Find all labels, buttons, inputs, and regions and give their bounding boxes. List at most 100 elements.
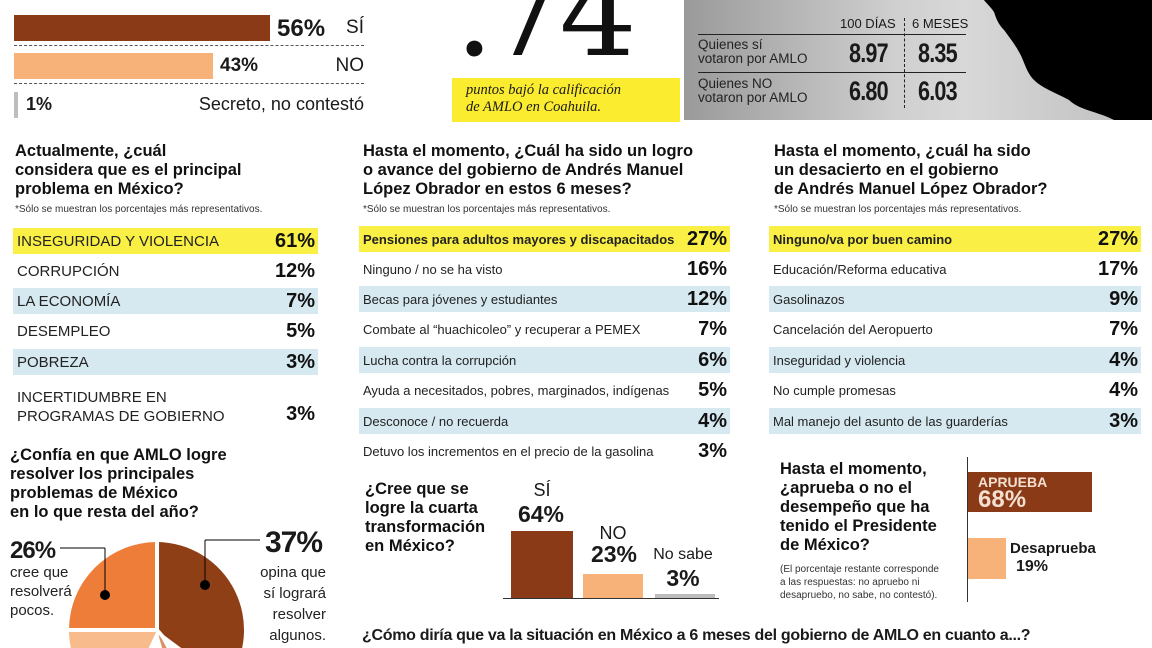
big-number: .74 [455,0,637,84]
problem-note: *Sólo se muestran los porcentajes más re… [15,204,263,215]
list-item: LA ECONOMÍA 7% [13,288,318,314]
divider [14,45,364,46]
rating-value: 6.80 [849,76,889,106]
item-label: LA ECONOMÍA [17,292,121,310]
text-line: resolverá [10,583,72,600]
item-pct: 5% [286,319,315,342]
divider [698,72,966,73]
item-label: INSEGURIDAD Y VIOLENCIA [17,232,220,250]
divider [14,83,364,84]
title-line: ¿Cree que se [365,480,469,498]
bar-nosabe [655,594,715,598]
title-line: resolver los principales [10,465,195,483]
title-line: ¿aprueba o no el [780,479,913,497]
item-pct: 12% [274,259,315,282]
vote-label-no: NO [335,55,365,76]
list-item: Pensiones para adultos mayores y discapa… [359,226,730,252]
pie-slice-other1 [68,630,157,648]
item-label: Inseguridad y violencia [773,352,906,368]
note-line: (El porcentaje restante corresponde [780,564,939,575]
bar-label: SÍ [533,480,551,500]
list-item: Inseguridad y violencia 4% [769,347,1141,373]
list-item: Mal manejo del asunto de las guarderías … [769,408,1141,434]
bar-label: No sabe [653,546,713,563]
item-pct: 6% [698,348,727,371]
item-pct: 9% [1109,287,1138,310]
approval-note: (El porcentaje restante corresponde a la… [780,563,939,602]
title-line: considera que es el principal [15,161,242,179]
item-label: DESEMPLEO [17,322,111,340]
vote-bar-secreto [14,92,18,118]
title-line: en México? [365,537,455,555]
title-line: López Obrador en estos 6 meses? [363,180,632,198]
vote-bar-no [14,53,213,79]
bar-pct: 64% [517,501,565,527]
vote-row-si: 56% SÍ [14,15,364,42]
item-label: Mal manejo del asunto de las guarderías [773,413,1008,429]
list-item: Cancelación del Aeropuerto 7% [769,316,1141,342]
title-line: Hasta el momento, [780,460,927,478]
list-item: CORRUPCIÓN 12% [13,258,318,284]
bar-pct: 23% [590,541,638,567]
pie-left-text: cree que resolverá pocos. [10,563,72,620]
confidence-pie [60,539,260,648]
footer-question: ¿Cómo diría que va la situación en Méxic… [362,627,1031,644]
label-line: votaron por AMLO [698,90,808,105]
list-item: Combate al “huachicoleo” y recuperar a P… [359,316,730,342]
item-label: Cancelación del Aeropuerto [773,321,933,337]
title-line: Hasta el momento, ¿cuál ha sido [774,142,1031,160]
item-label: Ayuda a necesitados, pobres, marginados,… [363,382,670,398]
ratings-row-label: Quienes NO votaron por AMLO [698,77,808,105]
ratings-col-6meses: 6 MESES [912,16,969,31]
item-pct: 7% [1109,317,1138,340]
bar-pct: 3% [666,565,700,591]
item-label: CORRUPCIÓN [17,262,120,280]
silhouette-icon [984,0,1152,120]
failure-title: Hasta el momento, ¿cuál ha sido un desac… [774,142,1048,199]
item-label: Ninguno / no se ha visto [363,261,503,277]
title-line: de México? [780,536,870,554]
item-pct: 7% [286,289,315,312]
vote-row-no: 43% NO [14,53,364,79]
label-line: votaron por AMLO [698,51,808,66]
list-item: Ninguno / no se ha visto 16% [359,256,730,282]
title-line: ¿Confía en que AMLO logre [10,446,227,464]
pie-slice-pocos [69,542,157,630]
text-line: opina que [260,564,326,581]
item-label: Combate al “huachicoleo” y recuperar a P… [363,321,641,337]
achievement-title: Hasta el momento, ¿Cuál ha sido un logro… [363,142,693,199]
bar-no [583,574,643,598]
divider [698,34,966,35]
title-line: en lo que resta del año? [10,503,199,521]
bar-si [511,531,573,598]
item-label: Ninguno/va por buen camino [773,231,953,247]
item-pct: 5% [698,378,727,401]
label-line: INCERTIDUMBRE EN [17,389,167,406]
list-item: Ninguno/va por buen camino 27% [769,226,1141,252]
title-line: problema en México? [15,180,184,198]
problem-title: Actualmente, ¿cuál considera que es el p… [15,142,242,199]
list-item: Educación/Reforma educativa 17% [769,256,1141,282]
approve-pct: 68% [978,486,1027,512]
vote-label-secreto: Secreto, no contestó [198,94,364,114]
list-item: POBREZA 3% [13,349,318,375]
disapprove-pct: 19% [1016,558,1049,575]
item-label: Becas para jóvenes y estudiantes [363,291,558,307]
approval-axis [967,457,968,602]
note-line: a las respuestas: no apruebo ni [780,577,920,588]
ratings-row-label: Quienes sí votaron por AMLO [698,38,808,66]
rating-value: 6.03 [918,76,958,106]
transformation-title: ¿Cree que se logre la cuarta transformac… [365,480,485,556]
rating-value: 8.35 [918,38,958,68]
item-pct: 12% [686,287,727,310]
vote-pct-secreto: 1% [26,94,53,114]
title-line: o avance del gobierno de Andrés Manuel [363,161,684,179]
list-item: Lucha contra la corrupción 6% [359,347,730,373]
pie-left-pct: 26% [10,537,56,564]
caption-line: puntos bajó la calificación [466,82,622,98]
divider [904,18,905,108]
ratings-panel: 100 DÍAS 6 MESES Quienes sí votaron por … [684,0,1152,120]
bar-label: NO [599,523,627,543]
title-line: tenido el Presidente [780,517,937,535]
text-line: pocos. [10,602,55,619]
